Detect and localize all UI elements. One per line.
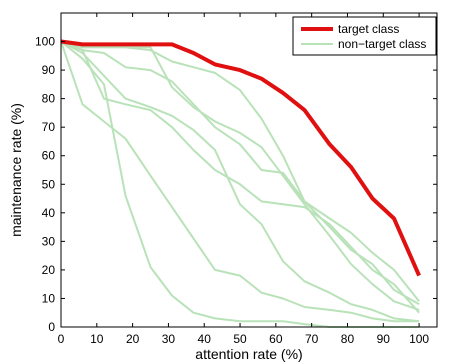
plot-frame — [60, 12, 438, 328]
ticks-layer: 0 10 20 30 40 50 60 70 80 90 100 0 10 20 30 40 50 60 70 80 9… — [35, 13, 437, 346]
x-tick-label: 30 — [162, 332, 176, 346]
x-axis-label: attention rate (%) — [195, 346, 302, 362]
y-tick-label: 30 — [42, 234, 56, 248]
x-tick-label: 20 — [126, 332, 140, 346]
non-target-line-7 — [60, 40, 420, 311]
y-tick-label: 100 — [35, 35, 55, 49]
y-tick-label: 60 — [42, 149, 56, 163]
series-layer — [60, 39, 421, 328]
non-target-line-3 — [60, 40, 420, 314]
x-tick-label: 90 — [377, 332, 391, 346]
y-tick-label: 20 — [42, 263, 56, 277]
y-tick-label: 50 — [42, 177, 56, 191]
x-tick-label: 50 — [233, 332, 247, 346]
legend-label-target-class: target class — [338, 22, 399, 36]
x-tick-label: 10 — [90, 332, 104, 346]
x-tick-label: 40 — [198, 332, 212, 346]
y-axis-label: maintenance rate (%) — [8, 103, 24, 237]
x-tick-label: 80 — [341, 332, 355, 346]
y-tick-label: 10 — [42, 291, 56, 305]
x-tick-label: 0 — [58, 332, 65, 346]
non-target-line-2 — [60, 41, 420, 323]
non-target-line-5 — [60, 40, 420, 323]
non-target-line-4 — [60, 40, 420, 306]
y-tick-label: 80 — [42, 92, 56, 106]
target-class-line — [60, 39, 421, 277]
y-tick-label: 90 — [42, 63, 56, 77]
x-tick-label: 100 — [409, 332, 429, 346]
legend-label-non-target-class: non−target class — [338, 37, 426, 51]
x-tick-label: 60 — [269, 332, 283, 346]
y-tick-label: 70 — [42, 120, 56, 134]
x-tick-label: 70 — [305, 332, 319, 346]
legend-box — [292, 16, 437, 56]
y-tick-label: 40 — [42, 206, 56, 220]
legend: target class non−target class — [292, 16, 437, 56]
y-tick-label: 0 — [48, 320, 55, 334]
